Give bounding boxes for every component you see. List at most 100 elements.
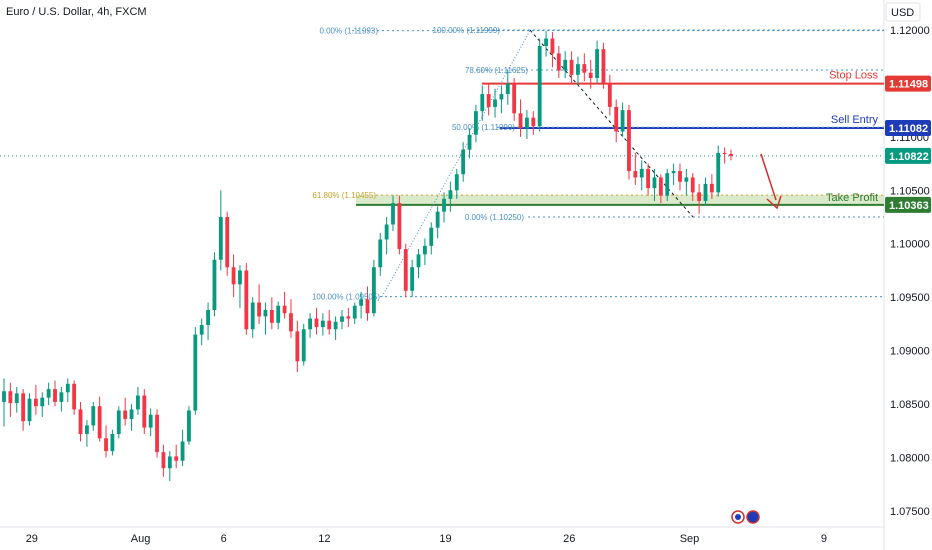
candle-body bbox=[257, 302, 262, 317]
candle-body bbox=[72, 383, 77, 410]
candle-body bbox=[671, 171, 676, 174]
candle-body bbox=[65, 383, 70, 393]
candle-body bbox=[116, 410, 121, 434]
candle-body bbox=[314, 318, 319, 328]
candle-body bbox=[658, 177, 663, 196]
candle-body bbox=[391, 203, 395, 225]
sell-entry-price-tag-label: 1.11082 bbox=[889, 123, 928, 135]
candle-body bbox=[365, 299, 370, 314]
levels-layer bbox=[0, 82, 884, 206]
fib-level-label: 100.00% (1.09505) bbox=[312, 293, 380, 302]
price-tick-label: 1.09500 bbox=[890, 292, 930, 304]
candle-body bbox=[403, 249, 408, 291]
candle-body bbox=[486, 94, 491, 107]
candle-body bbox=[225, 217, 230, 268]
candle-body bbox=[473, 111, 478, 135]
candle-body bbox=[276, 305, 281, 323]
candle-body bbox=[709, 183, 714, 193]
candle-body bbox=[467, 134, 472, 150]
price-tick-label: 1.09000 bbox=[890, 346, 930, 358]
us-flag-icon-inner bbox=[735, 514, 741, 520]
candle-body bbox=[563, 59, 568, 71]
candle-body bbox=[697, 192, 702, 201]
time-tick-label: 29 bbox=[26, 533, 38, 545]
candle-body bbox=[550, 38, 555, 54]
candle-body bbox=[505, 83, 510, 95]
candle-body bbox=[569, 59, 574, 75]
candle-body bbox=[250, 302, 255, 330]
candle-body bbox=[218, 217, 223, 260]
candle-body bbox=[665, 173, 670, 196]
candle-body bbox=[378, 239, 383, 268]
candle-body bbox=[142, 395, 147, 428]
fib-level-label: 78.60% (1.11625) bbox=[465, 66, 528, 75]
time-tick-label: 19 bbox=[439, 533, 451, 545]
candle-body bbox=[244, 270, 249, 330]
candle-body bbox=[371, 267, 376, 314]
candle-body bbox=[14, 393, 19, 403]
currency-label: USD bbox=[891, 7, 914, 19]
candle-body bbox=[652, 177, 657, 189]
time-axis[interactable]: 29 Aug 6 12 19 26 Sep 9 bbox=[26, 533, 827, 545]
currency-button[interactable] bbox=[885, 2, 921, 22]
candle-body bbox=[359, 299, 364, 306]
candle-body bbox=[161, 452, 166, 469]
candle-body bbox=[33, 398, 38, 407]
candle-body bbox=[97, 406, 102, 439]
take-profit-label: Take Profit bbox=[826, 192, 878, 204]
take-profit-price-tag-label: 1.10363 bbox=[889, 200, 929, 212]
candle-body bbox=[627, 110, 631, 172]
candle-body bbox=[448, 190, 453, 199]
candle-body bbox=[480, 94, 485, 112]
candle-body bbox=[595, 49, 599, 79]
candle-body bbox=[384, 224, 389, 240]
annotations-layer: Stop Loss Sell Entry Take Profit bbox=[731, 70, 878, 524]
candle-body bbox=[129, 409, 134, 420]
candle-body bbox=[537, 45, 542, 127]
stop-loss-label: Stop Loss bbox=[829, 70, 878, 82]
candles-layer bbox=[2, 31, 733, 482]
fib-level-label: 0.00% (1.10250) bbox=[465, 213, 524, 222]
candle-body bbox=[110, 434, 115, 452]
candle-body bbox=[588, 72, 593, 79]
candle-body bbox=[21, 393, 26, 422]
candle-body bbox=[729, 153, 733, 157]
candle-body bbox=[53, 389, 57, 402]
candle-body bbox=[136, 395, 140, 410]
candle-body bbox=[231, 267, 236, 285]
fib-level-label: 0.00% (1.11993) bbox=[319, 27, 378, 36]
candle-body bbox=[352, 305, 357, 319]
candle-body bbox=[518, 113, 523, 129]
candle-body bbox=[607, 83, 612, 107]
price-tick-label: 1.10500 bbox=[890, 185, 930, 197]
stop-loss-price-tag-label: 1.11498 bbox=[889, 79, 928, 91]
candle-body bbox=[148, 414, 153, 428]
candle-body bbox=[678, 171, 682, 182]
sell-entry-price-tag bbox=[885, 120, 931, 137]
candle-body bbox=[193, 334, 198, 411]
candle-body bbox=[435, 211, 440, 228]
current-price-tag bbox=[885, 147, 931, 164]
time-tick-label: 6 bbox=[221, 533, 227, 545]
candle-body bbox=[104, 438, 108, 452]
candle-body bbox=[40, 397, 45, 407]
fib-level-label: 100.00% (1.11999) bbox=[433, 26, 501, 35]
candle-body bbox=[263, 310, 268, 317]
stop-loss-price-tag bbox=[885, 75, 931, 92]
candle-body bbox=[289, 313, 293, 332]
candle-body bbox=[187, 410, 191, 442]
candle-body bbox=[722, 152, 727, 154]
candle-body bbox=[614, 106, 619, 132]
candle-body bbox=[525, 117, 529, 129]
candle-body bbox=[174, 456, 179, 461]
candle-body bbox=[582, 64, 587, 73]
candle-body bbox=[346, 316, 351, 319]
zones-layer bbox=[356, 195, 884, 205]
candle-body bbox=[155, 414, 159, 453]
candle-body bbox=[295, 331, 300, 362]
candle-body bbox=[327, 320, 332, 330]
candle-body bbox=[59, 392, 64, 402]
time-tick-label: 26 bbox=[563, 533, 575, 545]
